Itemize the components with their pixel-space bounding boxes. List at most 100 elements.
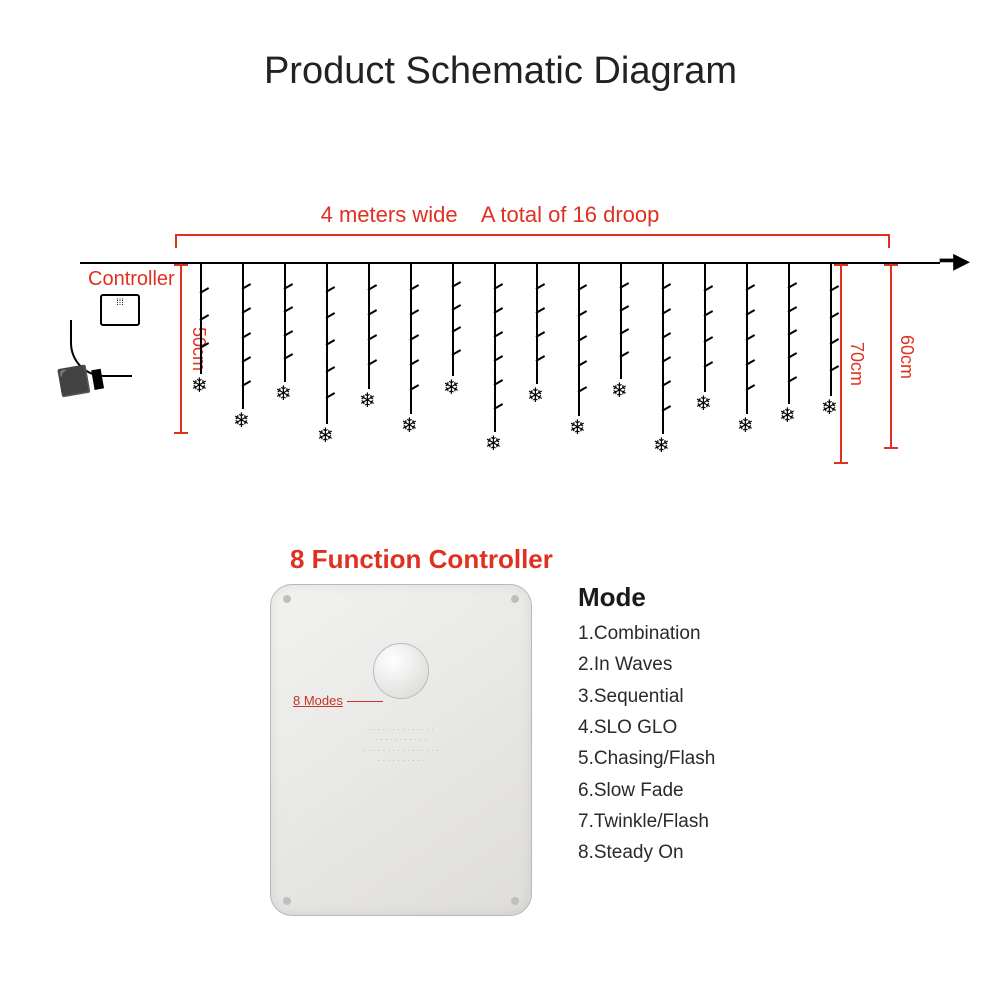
snowflake-icon: ❄ — [443, 378, 460, 398]
strand: ❄ — [830, 264, 832, 396]
led-tick — [830, 312, 840, 319]
snowflake-icon: ❄ — [737, 416, 754, 436]
strand: ❄ — [368, 264, 370, 389]
mode-item: 3.Sequential — [578, 681, 715, 712]
led-tick — [788, 282, 798, 289]
width-text-2: A total of 16 droop — [481, 202, 660, 227]
led-tick — [410, 284, 420, 291]
strand: ❄ — [410, 264, 412, 414]
led-tick — [788, 352, 798, 359]
led-tick — [662, 332, 672, 339]
led-tick — [704, 310, 714, 317]
snowflake-icon: ❄ — [779, 406, 796, 426]
snowflake-icon: ❄ — [317, 426, 334, 446]
screw-icon — [511, 897, 519, 905]
led-tick — [242, 332, 252, 339]
led-tick — [620, 305, 630, 312]
led-tick — [746, 284, 756, 291]
strand: ❄ — [620, 264, 622, 379]
led-tick — [746, 309, 756, 316]
8-modes-label: 8 Modes — [293, 693, 343, 708]
led-tick — [788, 376, 798, 383]
led-tick — [410, 309, 420, 316]
led-tick — [662, 381, 672, 388]
led-tick — [662, 356, 672, 363]
led-tick — [746, 359, 756, 366]
led-tick — [494, 355, 504, 362]
led-tick — [284, 354, 294, 361]
led-tick — [704, 336, 714, 343]
led-tick — [284, 283, 294, 290]
strand: ❄ — [536, 264, 538, 384]
controller-device: 8 Modes · · · · · · · · · · · · · ·· · ·… — [270, 584, 532, 916]
snowflake-icon: ❄ — [821, 398, 838, 418]
strand: ❄ — [494, 264, 496, 432]
page-title: Product Schematic Diagram — [0, 50, 1001, 93]
dim-60cm-text: 60cm — [896, 334, 917, 378]
mode-item: 5.Chasing/Flash — [578, 743, 715, 774]
device-fineprint: · · · · · · · · · · · · · ·· · · · · · ·… — [301, 725, 501, 767]
led-tick — [830, 338, 840, 345]
led-tick — [746, 334, 756, 341]
strand: ❄ — [452, 264, 454, 376]
led-tick — [578, 335, 588, 342]
led-tick — [536, 307, 546, 314]
led-tick — [494, 331, 504, 338]
snowflake-icon: ❄ — [275, 384, 292, 404]
led-tick — [410, 359, 420, 366]
strand: ❄ — [326, 264, 328, 424]
led-tick — [788, 306, 798, 313]
led-tick — [326, 312, 336, 319]
strand: ❄ — [704, 264, 706, 392]
led-tick — [200, 314, 210, 321]
led-tick — [452, 326, 462, 333]
dim-60cm: 60cm — [890, 264, 892, 449]
snowflake-icon: ❄ — [653, 436, 670, 456]
strand-container: ❄❄❄❄❄❄❄❄❄❄❄❄❄❄❄❄ — [200, 264, 880, 484]
mode-item: 2.In Waves — [578, 649, 715, 680]
plug-right-icon: ━▶ — [940, 248, 970, 274]
strand: ❄ — [746, 264, 748, 414]
led-tick — [620, 282, 630, 289]
led-tick — [536, 355, 546, 362]
snowflake-icon: ❄ — [527, 386, 544, 406]
led-tick — [326, 286, 336, 293]
led-tick — [368, 284, 378, 291]
led-tick — [242, 356, 252, 363]
snowflake-icon: ❄ — [569, 418, 586, 438]
strand: ❄ — [578, 264, 580, 416]
led-tick — [494, 403, 504, 410]
led-tick — [200, 287, 210, 294]
snowflake-icon: ❄ — [695, 394, 712, 414]
led-tick — [200, 342, 210, 349]
mode-title: Mode — [578, 582, 646, 613]
mode-item: 7.Twinkle/Flash — [578, 806, 715, 837]
led-tick — [578, 310, 588, 317]
led-tick — [536, 331, 546, 338]
controller-heading: 8 Function Controller — [290, 544, 553, 575]
led-tick — [704, 362, 714, 369]
screw-icon — [283, 595, 291, 603]
schematic-diagram: 4 meters wide A total of 16 droop Contro… — [80, 210, 940, 480]
led-tick — [494, 283, 504, 290]
snowflake-icon: ❄ — [233, 411, 250, 431]
screw-icon — [511, 595, 519, 603]
width-bracket — [175, 234, 890, 248]
led-tick — [242, 307, 252, 314]
led-tick — [578, 386, 588, 393]
led-tick — [662, 405, 672, 412]
strand: ❄ — [200, 264, 202, 374]
led-tick — [368, 359, 378, 366]
led-tick — [704, 285, 714, 292]
mode-button[interactable] — [373, 643, 429, 699]
mode-item: 1.Combination — [578, 618, 715, 649]
strand: ❄ — [788, 264, 790, 404]
led-tick — [494, 379, 504, 386]
led-tick — [494, 307, 504, 314]
led-tick — [620, 328, 630, 335]
led-tick — [242, 283, 252, 290]
snowflake-icon: ❄ — [611, 381, 628, 401]
led-tick — [830, 286, 840, 293]
strand: ❄ — [242, 264, 244, 409]
led-tick — [452, 349, 462, 356]
